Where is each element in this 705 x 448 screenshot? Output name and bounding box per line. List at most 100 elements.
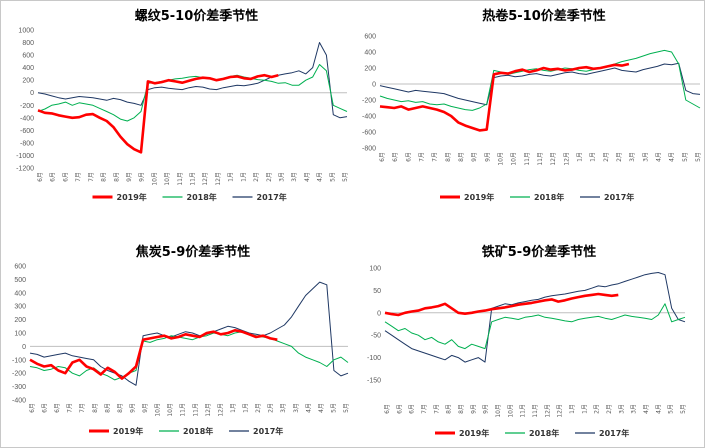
x-tick-label: 11月 <box>537 152 544 166</box>
x-tick-label: 2月 <box>606 404 613 414</box>
x-tick-label: 6月 <box>384 404 391 414</box>
series-line-2018 <box>384 303 686 350</box>
legend-label-2017: 2017年 <box>604 192 634 202</box>
hot-coil-spread-chart: 热卷5-10价差季节性 600 400 200 0 -200 -400 -600 -800 6月 6… <box>352 0 704 224</box>
x-tick-label: 3月 <box>631 404 638 414</box>
coke-spread-chart: 焦炭5-9价差季节性 600 500 400 300 200 100 0 -100 -200 -30… <box>0 224 352 448</box>
x-tick-label: 11月 <box>180 403 187 417</box>
y-tick-label: -300 <box>12 384 26 391</box>
x-tick-label: 10月 <box>511 152 518 166</box>
x-tick-label: 2月 <box>266 172 273 182</box>
x-tick-label: 12月 <box>563 152 570 166</box>
x-tick-label: 1月 <box>581 404 588 414</box>
x-tick-label: 11月 <box>192 403 199 417</box>
series-line-2019 <box>29 329 278 380</box>
x-tick-label: 10月 <box>498 152 505 166</box>
y-tick-label: 0 <box>377 310 381 317</box>
x-tick-label: 4月 <box>643 404 650 414</box>
x-tick-label: 12月 <box>202 172 209 186</box>
x-tick-label: 10月 <box>164 172 171 186</box>
x-tick-label: 6月 <box>409 404 416 414</box>
x-tick-label: 9月 <box>484 152 491 162</box>
series-line-2017 <box>384 272 686 363</box>
legend-label-2017: 2017年 <box>599 428 629 438</box>
x-tick-label: 9月 <box>483 404 490 414</box>
legend-label-2018: 2018年 <box>529 428 559 438</box>
series-line-2018 <box>379 49 701 111</box>
legend-label-2019: 2019年 <box>113 426 143 436</box>
y-tick-label: -600 <box>20 128 34 135</box>
y-tick-label: -1000 <box>16 153 34 160</box>
x-tick-label: 1月 <box>228 172 235 182</box>
x-tick-label: 9月 <box>142 403 149 413</box>
x-tick-label: 8月 <box>113 172 120 182</box>
x-tick-label: 7月 <box>432 152 439 162</box>
legend-label-2019: 2019年 <box>459 428 489 438</box>
series-line-2017 <box>379 62 701 106</box>
x-tick-label: 3月 <box>293 403 300 413</box>
x-tick-label: 1月 <box>590 152 597 162</box>
x-tick-label: 8月 <box>446 404 453 414</box>
x-tick-label: 9月 <box>471 152 478 162</box>
y-tick-label: -150 <box>367 378 381 385</box>
x-tick-label: 3月 <box>642 152 649 162</box>
y-tick-label: 0 <box>30 90 34 97</box>
x-tick-label: 5月 <box>342 172 349 182</box>
rebar-chart-svg: 螺纹5-10价差季节性 1000 800 600 400 200 0 -200 -400 -600… <box>16 8 349 202</box>
y-tick-label: 50 <box>373 288 381 295</box>
x-tick-label: 2月 <box>253 172 260 182</box>
y-tick-label: 800 <box>22 40 34 47</box>
x-tick-label: 8月 <box>458 404 465 414</box>
x-tick-label: 5月 <box>680 404 687 414</box>
x-tick-label: 1月 <box>230 403 237 413</box>
series-line-2018 <box>37 64 348 122</box>
x-tick-label: 11月 <box>524 152 531 166</box>
y-tick-label: 400 <box>22 65 34 72</box>
x-tick-label: 5月 <box>329 172 336 182</box>
x-tick-label: 7月 <box>67 403 74 413</box>
x-tick-label: 12月 <box>550 152 557 166</box>
y-tick-label: -800 <box>20 140 34 147</box>
rebar-spread-chart: 螺纹5-10价差季节性 1000 800 600 400 200 0 -200 -400 -600… <box>0 0 352 224</box>
y-tick-label: 200 <box>14 317 26 324</box>
coke-chart-title: 焦炭5-9价差季节性 <box>135 244 251 260</box>
y-tick-label: 200 <box>22 78 34 85</box>
x-tick-label: 6月 <box>392 152 399 162</box>
coke-chart-svg: 焦炭5-9价差季节性 600 500 400 300 200 100 0 -100 -200 -30… <box>12 244 350 436</box>
y-tick-label: -200 <box>12 371 26 378</box>
y-tick-label: 0 <box>372 82 376 89</box>
x-tick-label: 6月 <box>379 152 386 162</box>
x-tick-label: 10月 <box>495 404 502 418</box>
y-tick-label: -400 <box>12 398 26 405</box>
y-tick-label: -800 <box>362 146 376 153</box>
x-tick-label: 8月 <box>445 152 452 162</box>
series-line-2019 <box>37 73 279 154</box>
x-tick-label: 5月 <box>695 152 702 162</box>
x-tick-label: 3月 <box>278 172 285 182</box>
y-tick-label: -200 <box>362 98 376 105</box>
x-tick-label: 2月 <box>268 403 275 413</box>
x-tick-label: 1月 <box>240 172 247 182</box>
y-tick-label: -200 <box>20 103 34 110</box>
x-tick-label: 6月 <box>62 172 69 182</box>
x-tick-label: 7月 <box>88 172 95 182</box>
x-tick-label: 5月 <box>330 403 337 413</box>
iron-ore-chart-svg: 铁矿5-9价差季节性 100 50 0 -50 -100 -150 6月 6月 6月 7月 7月 8月 8… <box>367 244 687 438</box>
x-tick-label: 11月 <box>532 404 539 418</box>
y-tick-label: 400 <box>14 290 26 297</box>
x-tick-label: 1月 <box>569 404 576 414</box>
x-tick-label: 12月 <box>205 403 212 417</box>
y-tick-label: 1000 <box>18 28 34 35</box>
series-line-2019 <box>384 292 619 317</box>
x-tick-label: 12月 <box>215 172 222 186</box>
series-line-2017 <box>37 42 348 119</box>
rebar-chart-title: 螺纹5-10价差季节性 <box>135 8 259 24</box>
x-tick-label: 3月 <box>280 403 287 413</box>
x-tick-label: 8月 <box>92 403 99 413</box>
x-tick-label: 6月 <box>29 403 36 413</box>
y-tick-label: 600 <box>22 53 34 60</box>
x-tick-label: 6月 <box>42 403 49 413</box>
legend-label-2019: 2019年 <box>117 192 147 202</box>
y-tick-label: -400 <box>20 115 34 122</box>
